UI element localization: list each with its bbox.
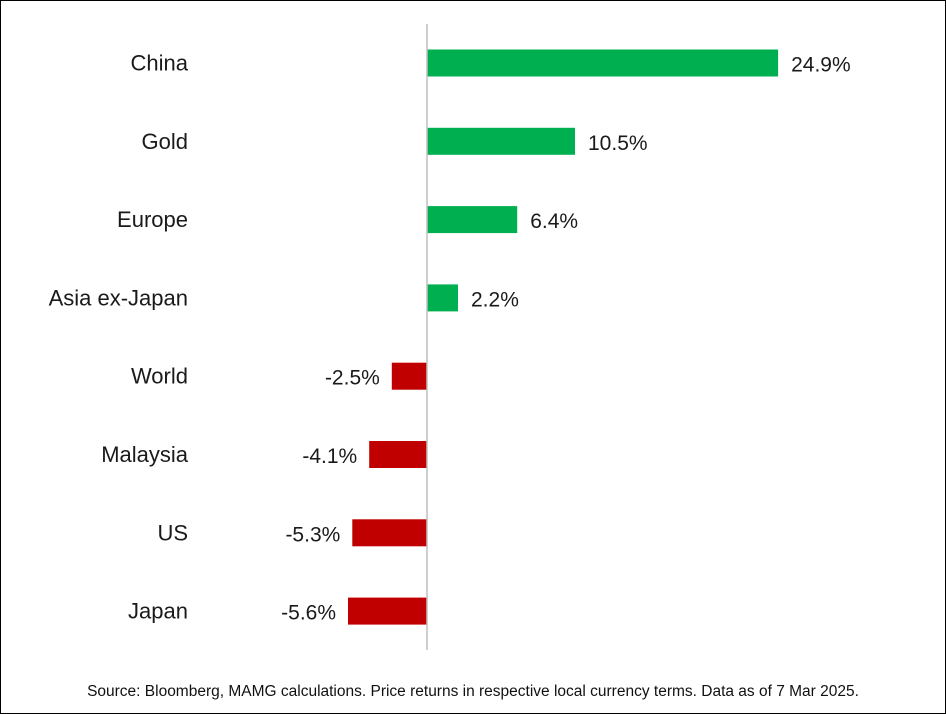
- category-label-asia-ex-japan: Asia ex-Japan: [49, 285, 188, 310]
- bar-china: [427, 49, 779, 77]
- value-label-world: -2.5%: [325, 367, 380, 390]
- value-label-asia-ex-japan: 2.2%: [471, 288, 519, 311]
- value-label-europe: 6.4%: [530, 210, 578, 233]
- value-label-gold: 10.5%: [588, 132, 648, 155]
- category-label-europe: Europe: [117, 207, 188, 232]
- value-label-japan: -5.6%: [281, 602, 336, 625]
- source-note: Source: Bloomberg, MAMG calculations. Pr…: [87, 683, 859, 700]
- category-label-us: US: [157, 520, 188, 545]
- category-label-malaysia: Malaysia: [101, 442, 189, 467]
- bar-gold: [427, 127, 575, 155]
- category-label-japan: Japan: [128, 599, 188, 624]
- value-label-us: -5.3%: [285, 523, 340, 546]
- bar-japan: [348, 597, 427, 625]
- bar-chart: China 24.9% Gold 10.5% Europe 6.4% Asia ex-Jap…: [49, 24, 851, 650]
- value-label-malaysia: -4.1%: [302, 445, 357, 468]
- category-label-gold: Gold: [142, 129, 188, 154]
- category-label-china: China: [131, 51, 189, 76]
- bar-europe: [427, 206, 518, 234]
- value-label-china: 24.9%: [791, 54, 851, 77]
- category-label-world: World: [131, 364, 188, 389]
- bar-malaysia: [369, 441, 427, 468]
- bar-us: [352, 519, 427, 547]
- bar-world: [391, 362, 428, 390]
- bar-asia-ex-japan: [427, 284, 458, 312]
